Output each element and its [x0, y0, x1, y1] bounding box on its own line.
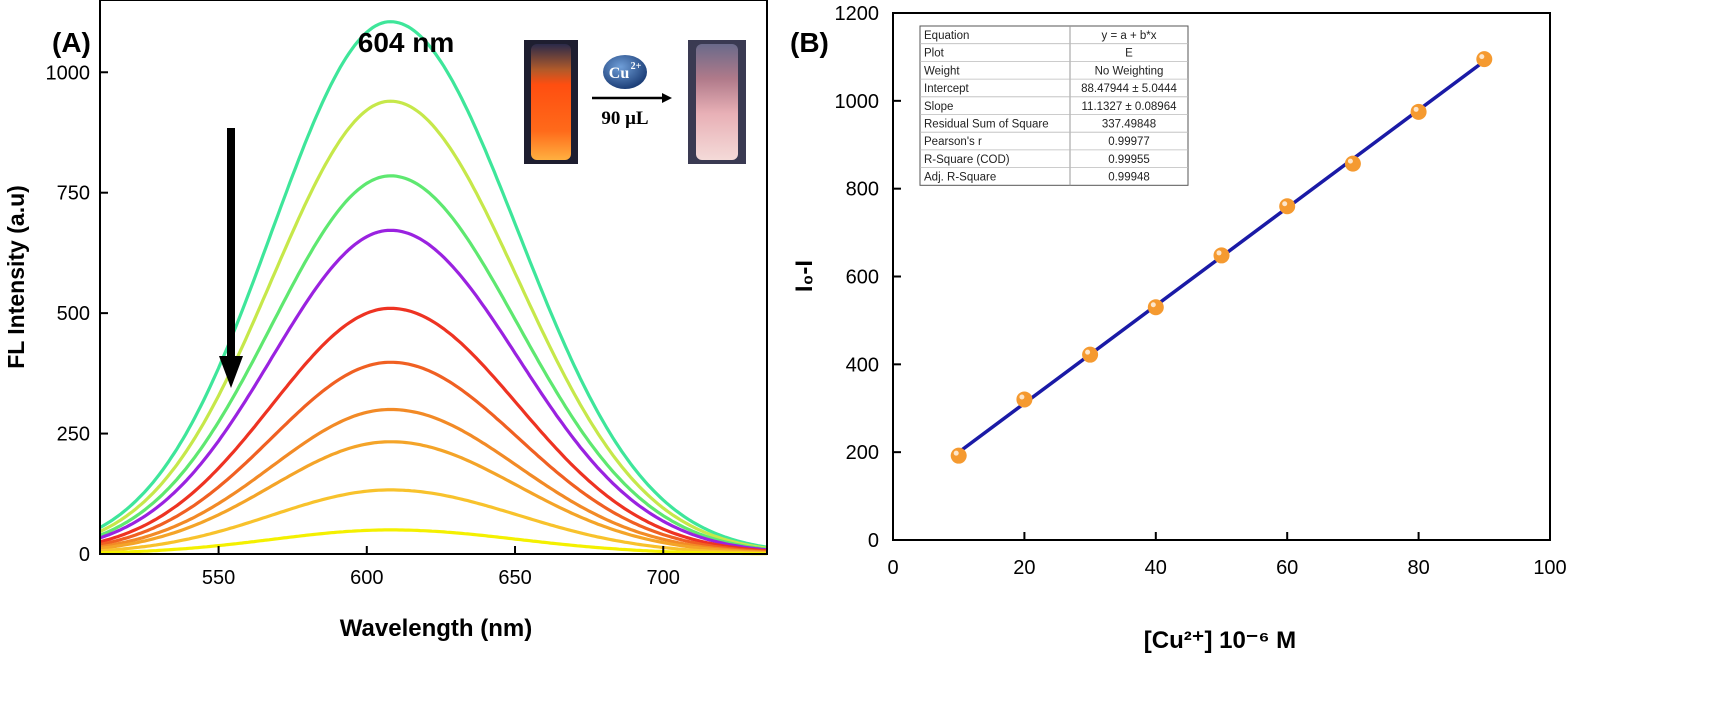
panel-b-y-axis-label: I₀-I [791, 260, 818, 292]
panel-a-series-line-1 [99, 20, 768, 549]
stats-table-value: 0.99948 [1108, 172, 1150, 184]
cu-ion-charge: 2+ [631, 61, 642, 72]
panel-b-x-axis-label: [Cu²⁺] 10⁻⁶ M [1144, 627, 1296, 654]
panel-b-x-tick-label: 80 [1407, 557, 1429, 579]
panel-b-x-tick-label: 60 [1276, 557, 1298, 579]
panel-b-data-point [1476, 51, 1493, 68]
stats-table-key: R-Square (COD) [924, 154, 1010, 166]
panel-b-data-point-highlight [1347, 158, 1353, 164]
panel-a-x-tick-label: 550 [202, 567, 235, 589]
panel-a-series-line-4 [99, 228, 768, 552]
panel-a-x-ticks: 550 600 650 700 [202, 546, 680, 589]
panel-b-x-ticks: 0 20 40 60 80 100 [887, 532, 1567, 579]
stats-table-key: Intercept [924, 83, 970, 95]
panel-b-data-point [1016, 391, 1033, 408]
panel-a-y-axis-label: FL Intensity (a.u) [3, 185, 29, 369]
vial-after-icon [696, 44, 738, 160]
reaction-arrow-head-icon [662, 93, 672, 103]
panel-a-series-line-3 [99, 174, 768, 551]
panel-b-data-point-highlight [1085, 349, 1091, 355]
panel-b-y-ticks: 0 200 400 600 800 1000 1200 [835, 3, 901, 552]
panel-a-label: (A) [52, 27, 91, 58]
stats-table-value: 0.99977 [1108, 136, 1150, 148]
vial-before-icon [531, 44, 571, 160]
panel-b-data-point [1147, 299, 1164, 316]
panel-b-data-point-highlight [953, 450, 959, 456]
panel-a-series-line-8 [99, 440, 768, 555]
panel-a-series-group [99, 20, 768, 556]
panel-a-series-line-2 [99, 99, 768, 550]
stats-table-value: E [1125, 48, 1133, 60]
panel-b-y-tick-label: 1200 [835, 3, 880, 25]
panel-a-series-line-9 [99, 488, 768, 555]
stats-table-frame [919, 25, 1189, 186]
cu-ion-icon [603, 55, 647, 89]
panel-a-x-axis-label: Wavelength (nm) [340, 615, 532, 642]
panel-a-series-line-7 [99, 407, 768, 554]
stats-table-value: y = a + b*x [1102, 30, 1157, 42]
panel-b-label: (B) [790, 27, 829, 58]
stats-table-value: No Weighting [1095, 65, 1164, 77]
panel-b-data-point [950, 447, 967, 464]
panel-a-x-tick-label: 700 [647, 567, 680, 589]
panel-b-x-tick-label: 100 [1533, 557, 1566, 579]
inset-volume-label: 90 μL [601, 108, 648, 129]
panel-a-series-line-10 [99, 528, 767, 556]
panel-a-x-tick-label: 600 [350, 567, 383, 589]
panel-b-y-tick-label: 1000 [835, 91, 880, 113]
panel-a: (A) 550 600 650 700 0 250 500 750 1000 Waveleng… [3, 0, 768, 642]
panel-b-y-tick-label: 600 [846, 267, 879, 289]
panel-a-series-line-5 [99, 306, 768, 553]
panel-a-peak-label: 604 nm [358, 27, 455, 58]
panel-a-y-tick-label: 500 [57, 303, 90, 325]
panel-b-data-point-highlight [1479, 54, 1485, 60]
panel-b-data-point [1410, 103, 1427, 120]
panel-a-y-ticks: 0 250 500 750 1000 [46, 62, 108, 566]
panel-b-x-tick-label: 40 [1145, 557, 1167, 579]
panel-b-y-tick-label: 800 [846, 179, 879, 201]
panel-a-series-line-6 [99, 360, 768, 554]
panel-b-points-group [950, 51, 1493, 464]
panel-b-y-tick-label: 0 [868, 530, 879, 552]
panel-b-x-tick-label: 0 [887, 557, 898, 579]
panel-a-x-tick-label: 650 [498, 567, 531, 589]
panel-b-data-point [1082, 346, 1099, 363]
stats-table-value: 337.49848 [1102, 119, 1156, 131]
cu-ion-label: Cu [609, 65, 630, 82]
stats-table-value: 88.47944 ± 5.0444 [1081, 83, 1177, 95]
panel-a-inset: Cu 2+ 90 μL [524, 40, 746, 164]
stats-table-key: Pearson's r [924, 136, 982, 148]
stats-table-value: 0.99955 [1108, 154, 1150, 166]
panel-b-data-point [1344, 155, 1361, 172]
panel-a-y-tick-label: 0 [79, 544, 90, 566]
panel-b-y-tick-label: 200 [846, 442, 879, 464]
panel-b-data-point [1279, 198, 1296, 215]
panel-b-stats-table: Equation y = a + b*x Plot E Weight No Weighti… [919, 25, 1189, 186]
decrease-arrow-icon [219, 128, 243, 388]
panel-a-y-tick-label: 250 [57, 424, 90, 446]
panel-b-x-tick-label: 20 [1013, 557, 1035, 579]
stats-table-key: Residual Sum of Square [924, 119, 1049, 131]
panel-b: (B) 0 20 40 60 80 100 0 200 400 600 800 1000 1200 E… [790, 3, 1567, 654]
panel-a-y-tick-label: 750 [57, 183, 90, 205]
panel-b-data-point-highlight [1413, 106, 1419, 112]
panel-a-axes-frame [99, 0, 768, 555]
stats-table-key: Slope [924, 101, 953, 113]
panel-b-data-point-highlight [1150, 302, 1156, 308]
panel-b-y-tick-label: 400 [846, 354, 879, 376]
stats-table-key: Weight [924, 65, 960, 77]
panel-b-data-point-highlight [1019, 394, 1025, 400]
stats-table-value: 11.1327 ± 0.08964 [1082, 101, 1178, 113]
panel-b-data-point-highlight [1216, 250, 1222, 256]
stats-table-key: Equation [924, 30, 969, 42]
stats-table-key: Adj. R-Square [924, 172, 996, 184]
panel-a-y-tick-label: 1000 [46, 62, 91, 84]
stats-table-key: Plot [924, 48, 945, 60]
panel-b-data-point [1213, 247, 1230, 264]
panel-b-data-point-highlight [1282, 201, 1288, 207]
